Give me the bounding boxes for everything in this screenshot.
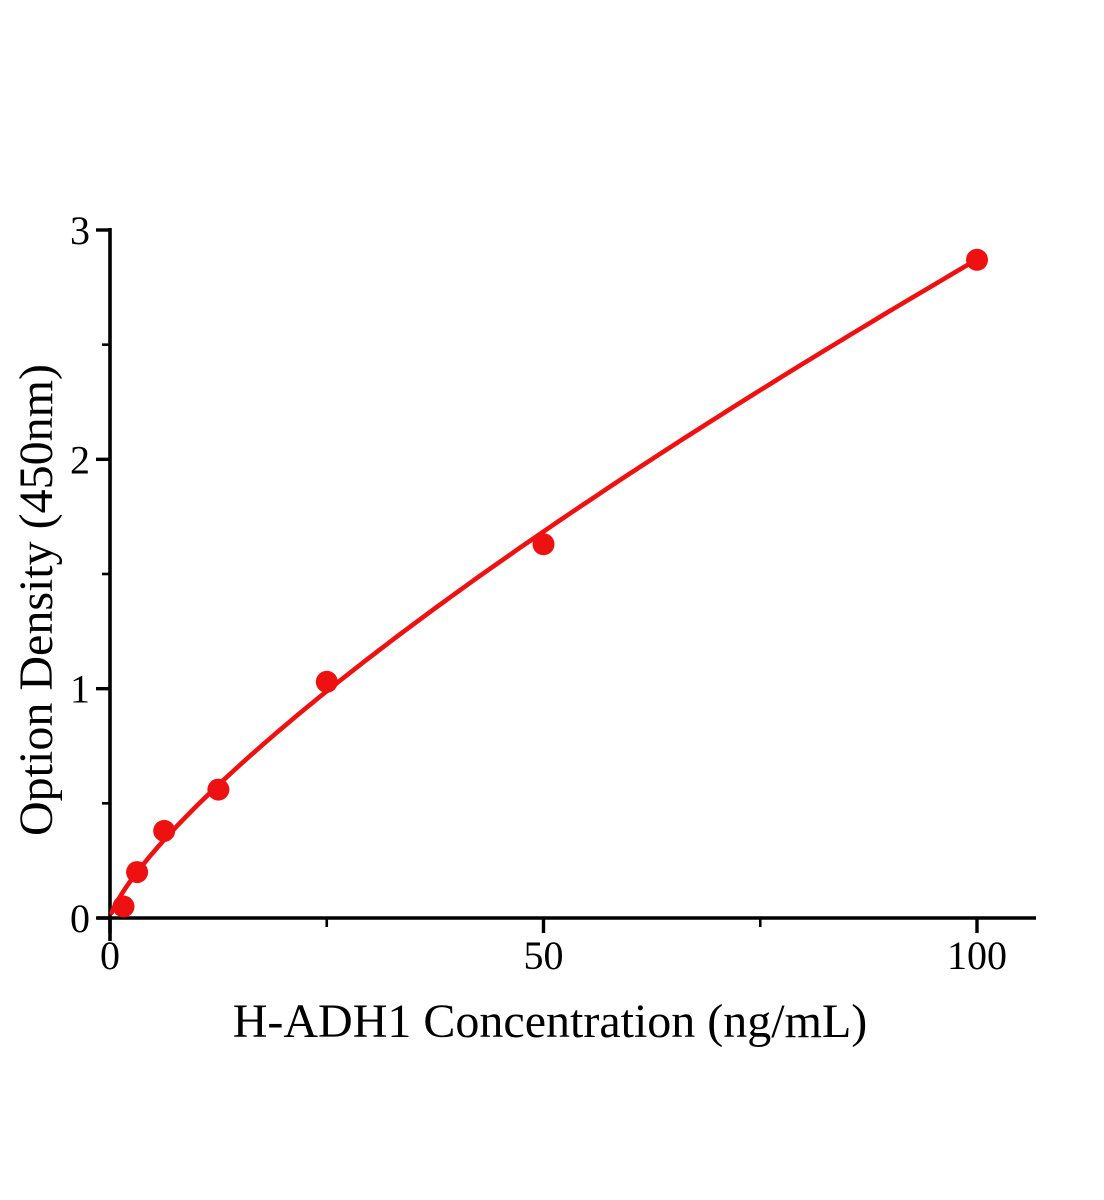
x-tick-label: 100	[947, 933, 1007, 978]
data-point	[966, 248, 988, 271]
axes-layer: 0 50 100 0 1 2 3	[70, 208, 1036, 978]
data-point	[532, 533, 555, 556]
data-point	[153, 819, 176, 842]
x-tick-label: 0	[100, 933, 120, 978]
y-tick-label: 3	[70, 208, 90, 253]
x-tick-label: 50	[524, 933, 564, 978]
data-point	[315, 670, 338, 693]
x-axis-title: H-ADH1 Concentration (ng/mL)	[233, 995, 868, 1048]
y-axis-title: Option Density (450nm)	[10, 364, 63, 836]
data-point	[207, 778, 230, 801]
data-point	[126, 861, 149, 884]
data-point	[112, 895, 135, 918]
y-tick-label: 2	[70, 437, 90, 482]
fit-curve	[109, 257, 980, 916]
y-tick-label: 0	[70, 896, 90, 941]
y-tick-label: 1	[70, 667, 90, 712]
data-series-layer	[109, 248, 988, 918]
